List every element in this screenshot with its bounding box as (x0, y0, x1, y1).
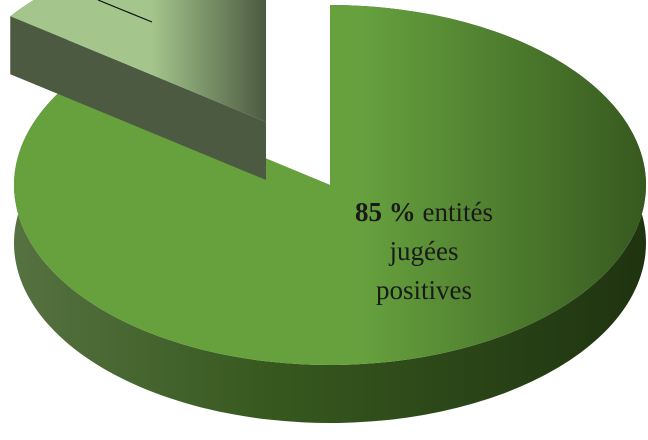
slice-value-positive: 85 % (355, 197, 416, 227)
pie-slice-other (10, 0, 266, 180)
pie-top-positive (13, 5, 647, 365)
slice-text-line-2: jugées (389, 236, 459, 266)
leader-line (97, 0, 153, 23)
slice-text-line-3: positives (375, 275, 472, 305)
pie-top-other (10, 0, 266, 122)
slice-label-positive: 85 % entités jugées positives (318, 193, 530, 310)
slice-text-line-1: entités (422, 197, 493, 227)
pie-cut-other-a (10, 16, 266, 180)
